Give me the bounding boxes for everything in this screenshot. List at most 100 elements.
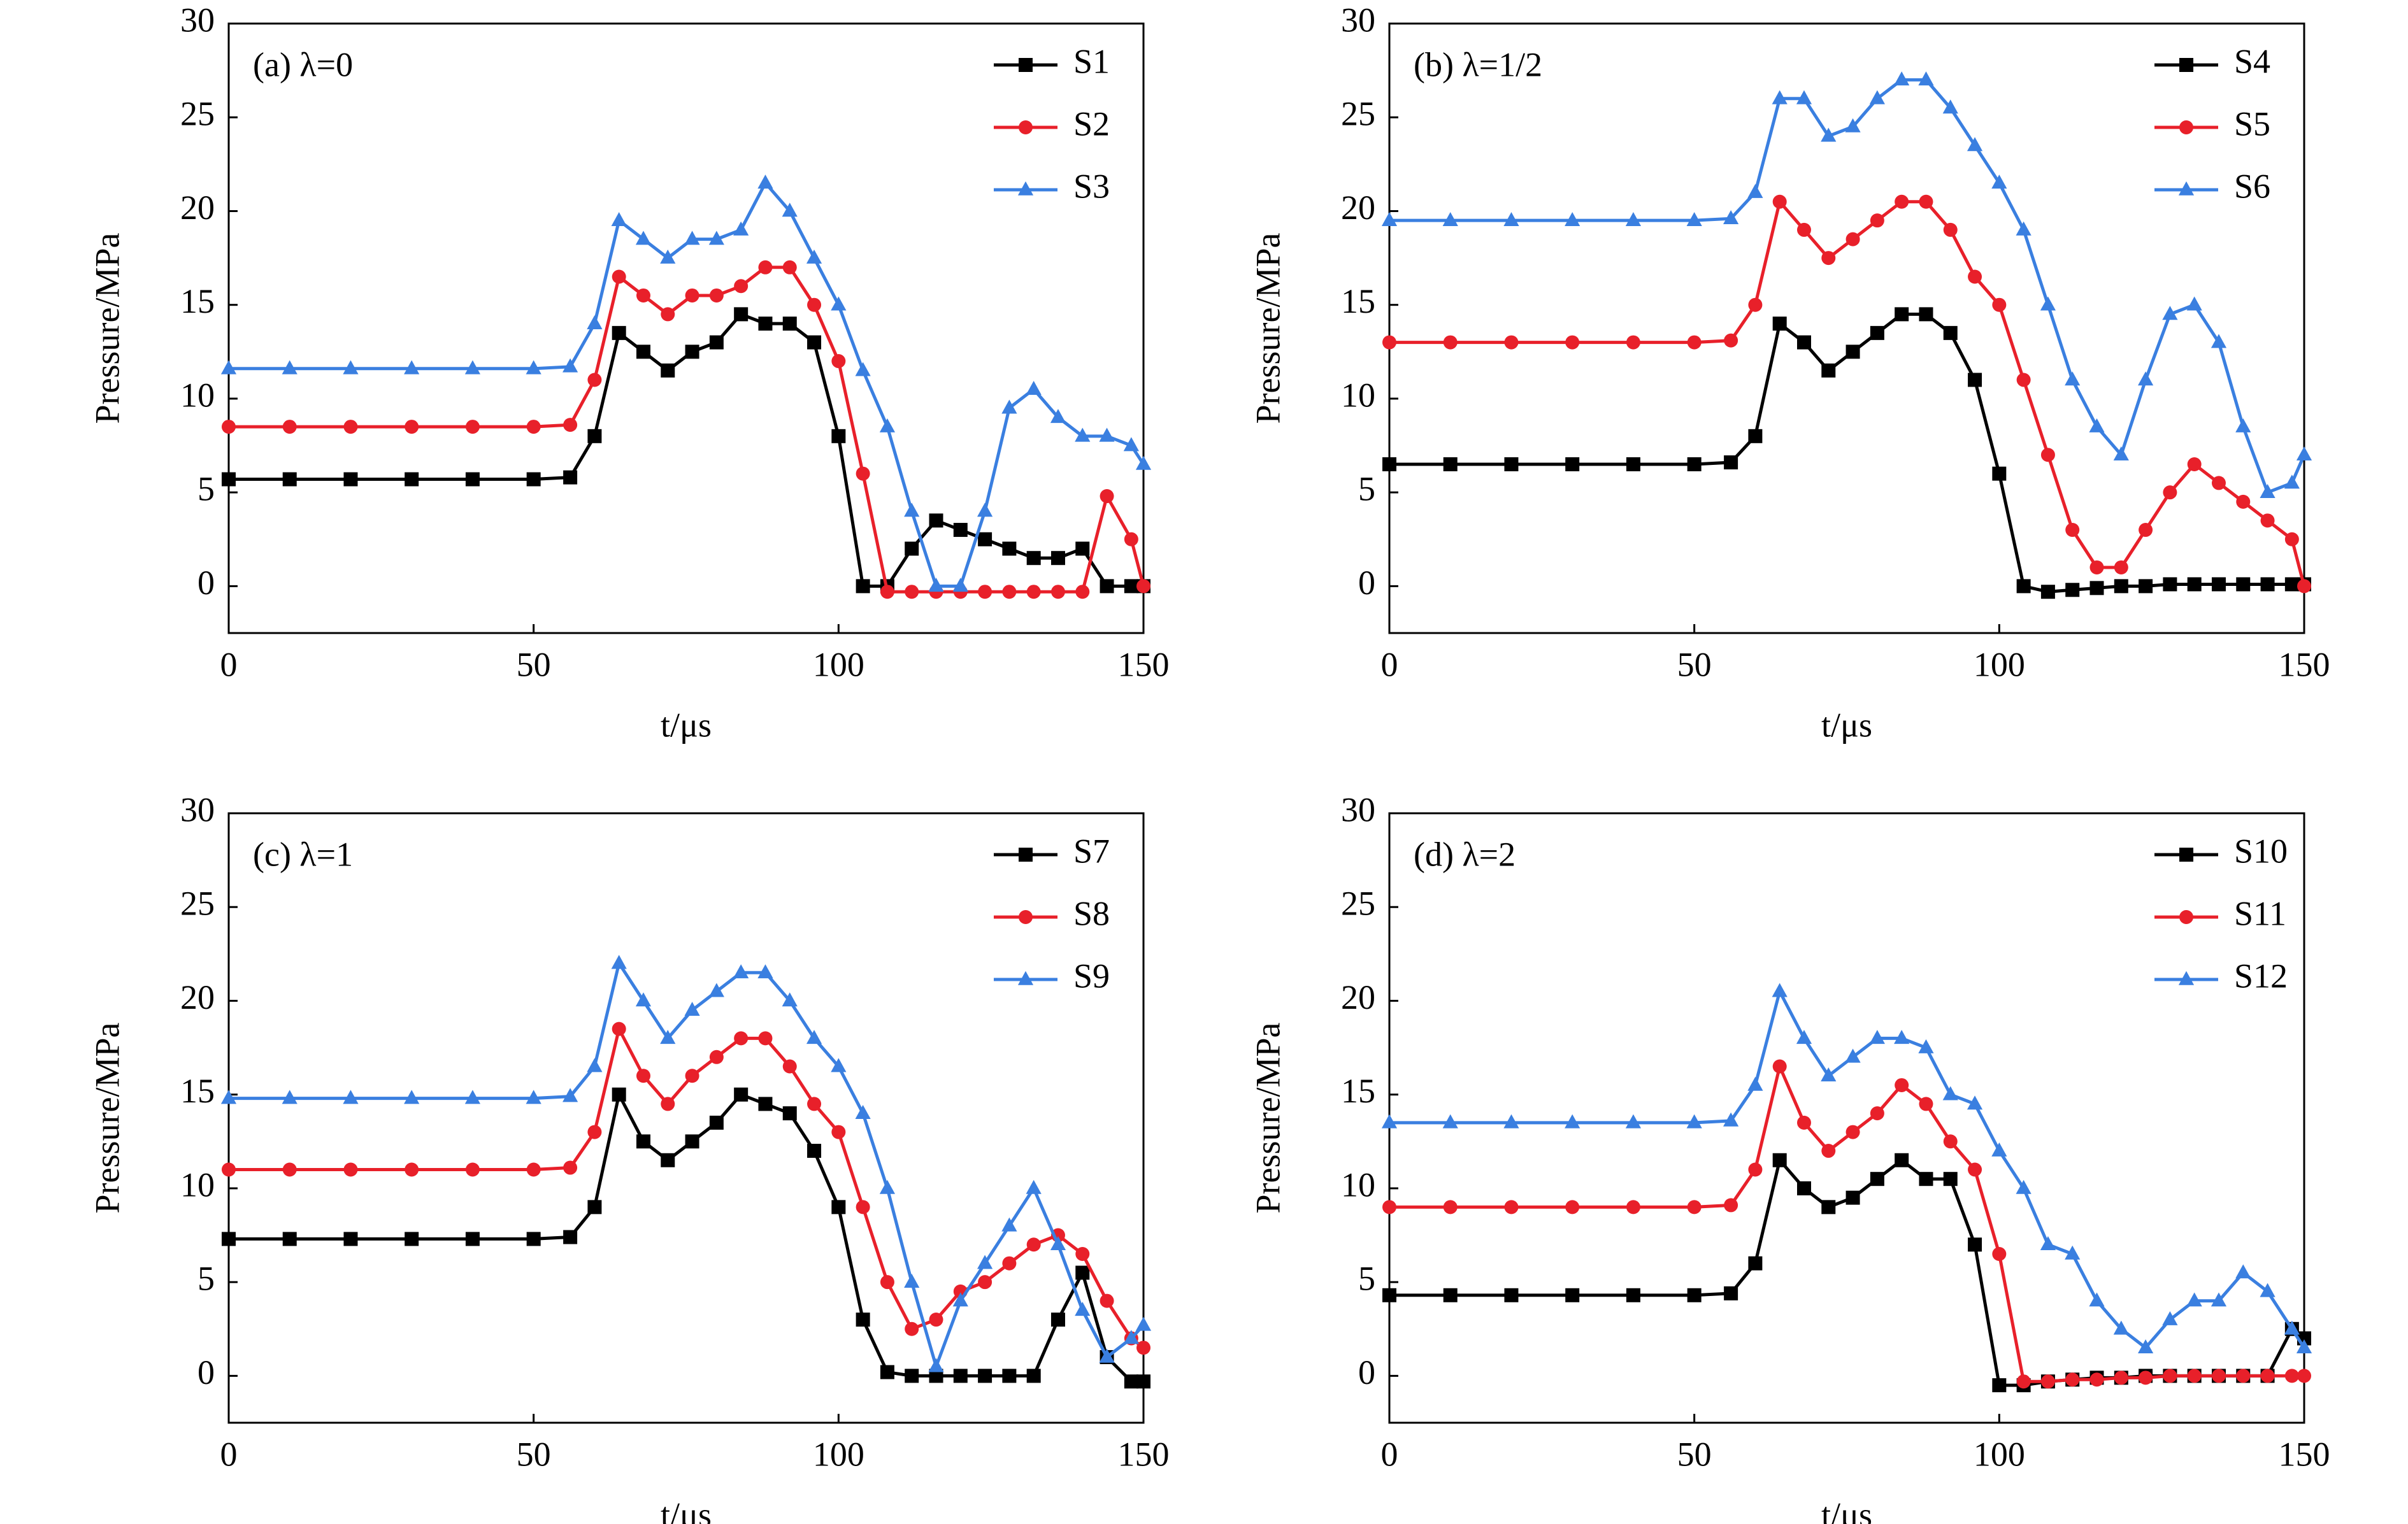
y-tick-label: 25	[180, 885, 215, 923]
data-point	[2284, 532, 2299, 546]
data-point	[709, 1050, 724, 1064]
data-point	[1026, 1237, 1041, 1252]
data-point	[2040, 448, 2055, 462]
data-point	[2260, 1283, 2275, 1297]
data-point	[2284, 577, 2299, 592]
data-point	[1442, 211, 1458, 226]
data-point	[856, 579, 870, 594]
y-tick-label: 30	[1341, 790, 1375, 829]
data-point	[465, 1162, 480, 1177]
data-point	[904, 1273, 920, 1288]
data-point	[1686, 1114, 1702, 1129]
data-point	[1136, 579, 1150, 594]
data-point	[1124, 1374, 1138, 1389]
data-point	[1821, 127, 1837, 142]
y-tick-label: 0	[197, 1353, 215, 1392]
data-point	[1026, 1369, 1041, 1383]
data-point	[464, 1090, 481, 1104]
data-point	[1796, 1181, 1811, 1195]
y-axis-label: Pressure/MPa	[1249, 232, 1287, 424]
data-point	[1943, 1134, 1958, 1149]
data-point	[2297, 579, 2311, 594]
data-point	[2137, 371, 2154, 386]
legend-label: S12	[2234, 957, 2288, 995]
y-tick-label: 5	[1358, 470, 1375, 508]
data-point	[1992, 466, 2007, 481]
data-point	[1919, 307, 1933, 322]
data-point	[2211, 476, 2226, 490]
data-point	[1625, 1114, 1642, 1129]
data-point	[1504, 1200, 1519, 1214]
data-point	[636, 1134, 650, 1149]
data-point	[1796, 1030, 1812, 1044]
data-point	[660, 249, 676, 264]
data-point	[2137, 1339, 2154, 1354]
data-point	[1565, 457, 1580, 471]
data-point	[1565, 211, 1580, 226]
data-point	[758, 260, 773, 274]
y-tick-label: 15	[180, 1072, 215, 1110]
data-point	[1919, 194, 1933, 209]
data-point	[928, 1358, 944, 1372]
plot-frame	[227, 22, 1145, 634]
data-point	[977, 502, 993, 517]
data-point	[1050, 409, 1066, 424]
data-point	[856, 466, 870, 481]
data-point	[343, 1232, 358, 1246]
x-tick-label: 0	[1381, 1435, 1398, 1473]
data-point	[1772, 983, 1788, 997]
x-tick-label: 150	[1118, 1435, 1170, 1473]
data-point	[2235, 418, 2251, 432]
legend-marker	[1017, 181, 1034, 196]
legend-marker	[2179, 848, 2193, 862]
data-point	[636, 288, 650, 303]
data-point	[1075, 1265, 1090, 1280]
legend-label: S10	[2234, 832, 2288, 870]
data-point	[404, 1090, 420, 1104]
data-point	[856, 1200, 870, 1214]
data-point	[1382, 1200, 1396, 1214]
legend-label: S1	[1073, 42, 1110, 80]
data-point	[1381, 1114, 1398, 1129]
y-tick-label: 25	[180, 95, 215, 133]
data-point	[222, 420, 236, 434]
data-point	[1565, 1114, 1580, 1129]
data-point	[405, 1232, 419, 1246]
data-point	[1724, 455, 1738, 470]
data-point	[2040, 1236, 2056, 1251]
data-point	[1967, 137, 1983, 152]
data-point	[782, 992, 798, 1007]
y-tick-label: 5	[197, 470, 215, 508]
data-point	[1050, 1236, 1066, 1251]
data-point	[2040, 585, 2055, 599]
data-point	[1136, 1374, 1150, 1389]
data-point	[636, 1069, 650, 1083]
data-point	[1845, 232, 1860, 246]
y-tick-label: 30	[1341, 1, 1375, 39]
data-point	[1135, 455, 1152, 470]
data-point	[1894, 71, 1910, 86]
series-line	[1389, 78, 2306, 495]
data-point	[977, 1255, 993, 1269]
data-point	[282, 1232, 297, 1246]
x-axis-label: t/μs	[1821, 1495, 1872, 1524]
series-line	[1389, 198, 2306, 587]
data-point	[1503, 1114, 1519, 1129]
y-axis-label: Pressure/MPa	[1249, 1022, 1287, 1213]
y-tick-label: 30	[180, 1, 215, 39]
data-point	[612, 269, 626, 284]
data-point	[953, 1369, 968, 1383]
data-point	[978, 585, 993, 599]
data-point	[1992, 1246, 2007, 1261]
data-point	[1845, 118, 1861, 132]
y-tick-label: 15	[1341, 282, 1375, 320]
data-point	[807, 335, 822, 350]
data-point	[1565, 335, 1580, 350]
data-point	[526, 360, 541, 374]
data-point	[587, 315, 603, 329]
data-point	[635, 231, 652, 245]
data-point	[929, 1369, 943, 1383]
data-point	[1100, 1293, 1114, 1308]
data-point	[1723, 1112, 1739, 1127]
plot-frame	[1388, 22, 2305, 634]
